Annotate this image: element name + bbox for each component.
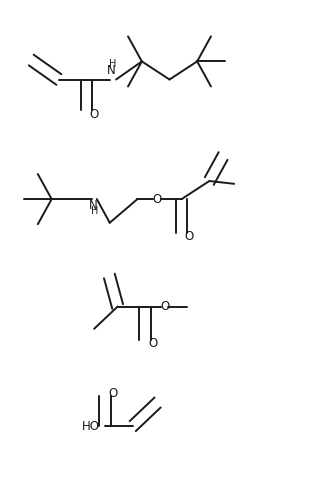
Text: O: O	[160, 300, 169, 313]
Text: N: N	[89, 199, 98, 213]
Text: H: H	[91, 206, 98, 217]
Text: O: O	[108, 386, 118, 400]
Text: O: O	[149, 337, 158, 350]
Text: N: N	[107, 64, 116, 77]
Text: O: O	[185, 230, 194, 243]
Text: O: O	[152, 192, 161, 206]
Text: H: H	[109, 59, 116, 69]
Text: HO: HO	[82, 420, 100, 433]
Text: O: O	[90, 108, 99, 120]
